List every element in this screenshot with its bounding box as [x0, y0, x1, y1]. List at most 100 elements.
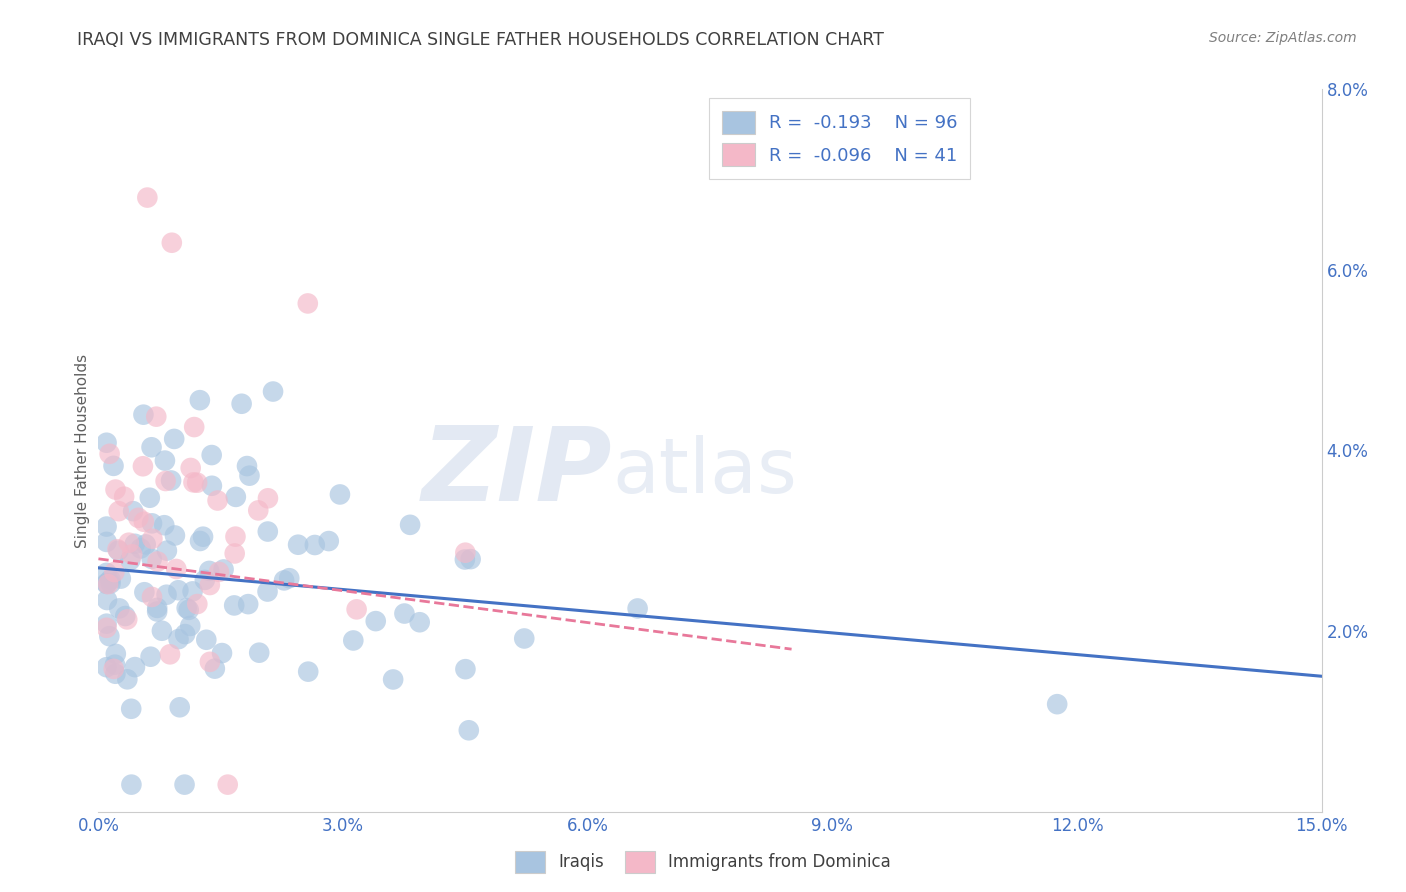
Point: [139, 649, 162, 664]
Point: [346, 602, 368, 616]
Point: [278, 571, 301, 585]
Point: [96, 616, 118, 631]
Point: [256, 524, 278, 539]
Point: [104, 666, 127, 681]
Point: [191, 530, 214, 544]
Point: [208, 565, 231, 579]
Point: [183, 475, 205, 490]
Point: [108, 601, 131, 615]
Point: [212, 562, 235, 576]
Point: [257, 491, 280, 506]
Point: [120, 778, 142, 792]
Point: [100, 573, 122, 587]
Point: [224, 599, 246, 613]
Point: [141, 590, 163, 604]
Point: [457, 723, 479, 738]
Point: [96, 435, 118, 450]
Point: [155, 588, 177, 602]
Point: [329, 487, 352, 501]
Point: [204, 662, 226, 676]
Y-axis label: Single Father Households: Single Father Households: [75, 353, 90, 548]
Point: [198, 564, 221, 578]
Point: [146, 605, 169, 619]
Point: [104, 647, 127, 661]
Point: [626, 601, 648, 615]
Point: [141, 440, 163, 454]
Point: [165, 562, 187, 576]
Point: [124, 660, 146, 674]
Point: [399, 517, 422, 532]
Point: [146, 600, 169, 615]
Point: [177, 603, 200, 617]
Point: [129, 541, 152, 556]
Point: [104, 483, 127, 497]
Point: [120, 553, 142, 567]
Point: [262, 384, 284, 399]
Point: [188, 533, 211, 548]
Point: [198, 655, 221, 669]
Point: [98, 447, 121, 461]
Point: [179, 619, 201, 633]
Point: [364, 614, 387, 628]
Point: [115, 612, 138, 626]
Point: [96, 576, 118, 591]
Point: [167, 583, 190, 598]
Point: [96, 519, 118, 533]
Point: [273, 574, 295, 588]
Point: [225, 490, 247, 504]
Text: IRAQI VS IMMIGRANTS FROM DOMINICA SINGLE FATHER HOUSEHOLDS CORRELATION CHART: IRAQI VS IMMIGRANTS FROM DOMINICA SINGLE…: [77, 31, 884, 49]
Point: [163, 528, 186, 542]
Point: [96, 621, 118, 635]
Text: Source: ZipAtlas.com: Source: ZipAtlas.com: [1209, 31, 1357, 45]
Point: [167, 632, 190, 646]
Point: [224, 530, 246, 544]
Point: [454, 552, 477, 566]
Point: [454, 546, 477, 560]
Point: [107, 543, 129, 558]
Point: [100, 576, 122, 591]
Point: [103, 662, 125, 676]
Point: [247, 503, 270, 517]
Point: [217, 778, 239, 792]
Point: [124, 537, 146, 551]
Point: [183, 420, 205, 434]
Point: [132, 459, 155, 474]
Point: [141, 532, 163, 546]
Point: [195, 632, 218, 647]
Point: [236, 458, 259, 473]
Point: [198, 578, 221, 592]
Point: [238, 597, 260, 611]
Point: [382, 673, 405, 687]
Point: [153, 453, 176, 467]
Point: [174, 627, 197, 641]
Point: [132, 515, 155, 529]
Point: [1046, 697, 1069, 711]
Point: [297, 296, 319, 310]
Point: [409, 615, 432, 630]
Point: [201, 448, 224, 462]
Point: [194, 573, 217, 587]
Point: [120, 702, 142, 716]
Point: [181, 584, 204, 599]
Point: [110, 572, 132, 586]
Point: [180, 461, 202, 475]
Point: [117, 673, 139, 687]
Point: [211, 646, 233, 660]
Point: [160, 474, 183, 488]
Point: [186, 475, 208, 490]
Point: [454, 662, 477, 676]
Point: [156, 543, 179, 558]
Point: [96, 566, 118, 580]
Legend: R =  -0.193    N = 96, R =  -0.096    N = 41: R = -0.193 N = 96, R = -0.096 N = 41: [710, 98, 970, 179]
Point: [107, 542, 129, 557]
Point: [155, 474, 177, 488]
Point: [460, 552, 482, 566]
Point: [103, 458, 125, 473]
Point: [207, 493, 229, 508]
Point: [513, 632, 536, 646]
Text: ZIP: ZIP: [422, 422, 612, 523]
Point: [107, 504, 129, 518]
Point: [163, 432, 186, 446]
Point: [188, 393, 211, 408]
Point: [96, 660, 118, 674]
